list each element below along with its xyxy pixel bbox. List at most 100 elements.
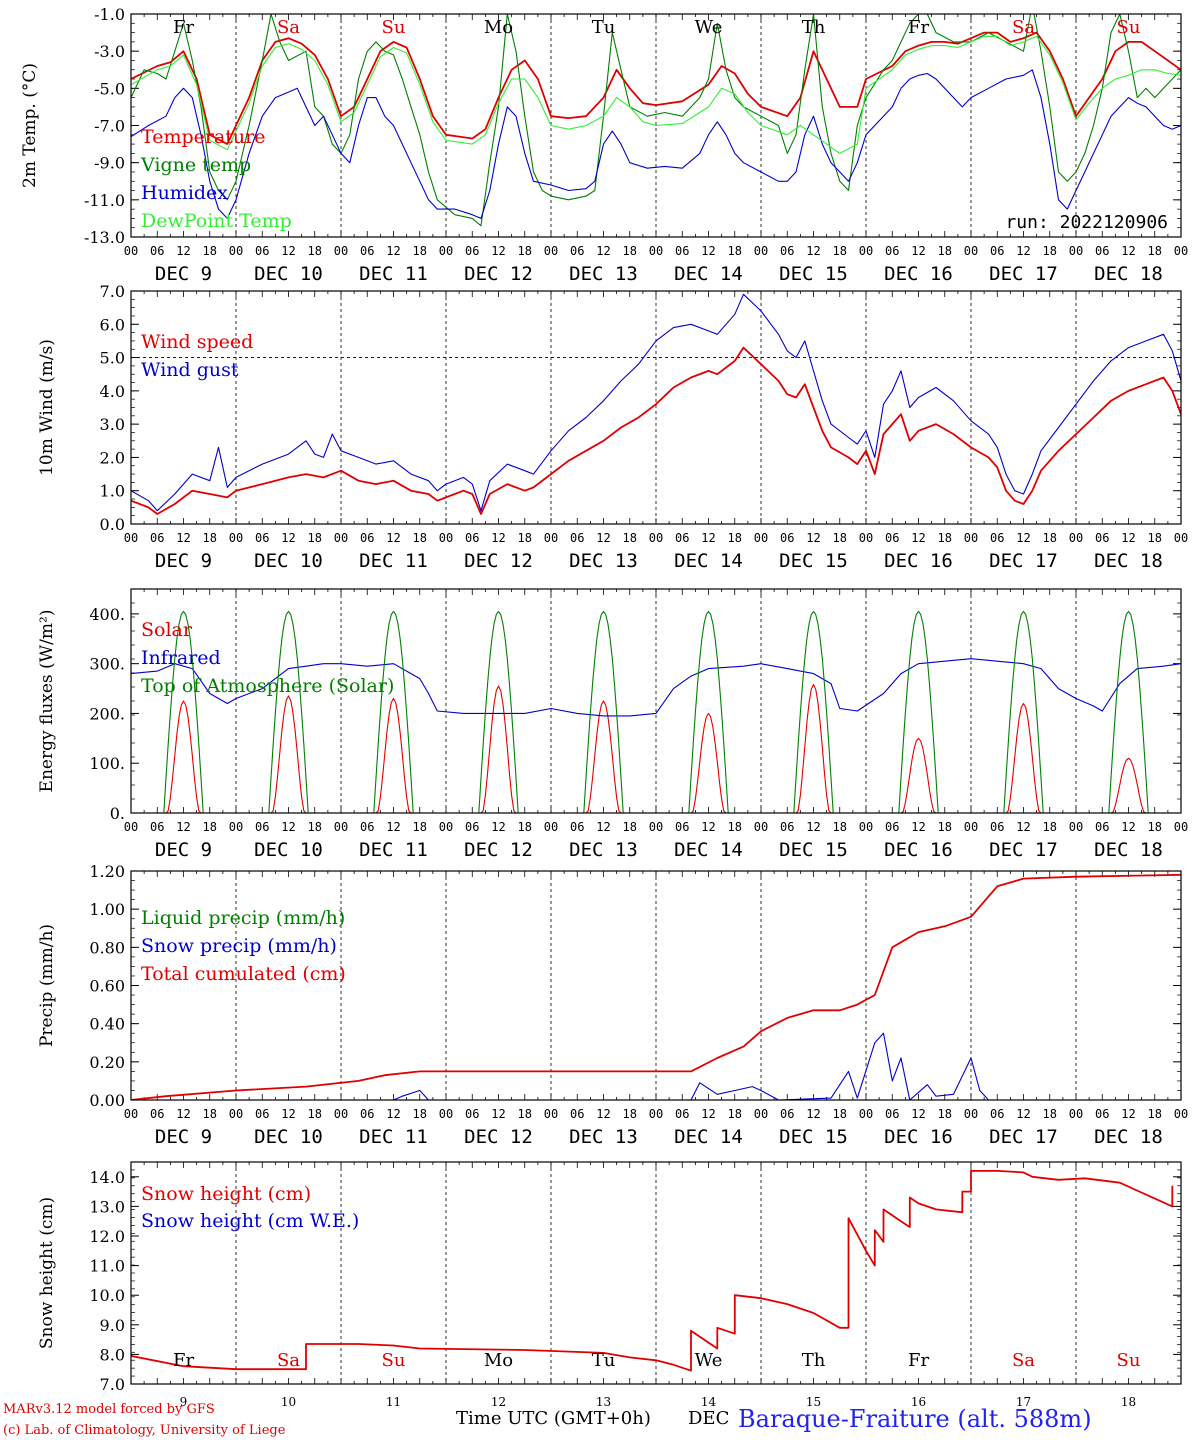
x-date-label: DEC 15 bbox=[779, 839, 848, 861]
x-hour-label: 00 bbox=[1069, 820, 1083, 834]
x-hour-label: 06 bbox=[780, 820, 794, 834]
x-hour-label: 00 bbox=[439, 531, 453, 545]
x-hour-label: 12 bbox=[386, 1107, 400, 1121]
y-axis-label: 10m Wind (m/s) bbox=[37, 339, 57, 476]
y-tick-label: 0.0 bbox=[100, 515, 125, 534]
x-hour-label: 12 bbox=[281, 820, 295, 834]
plot-frame bbox=[130, 588, 1182, 814]
legend-entry: Wind speed bbox=[141, 331, 253, 353]
x-date-label: DEC 14 bbox=[674, 263, 743, 285]
x-hour-label: 06 bbox=[990, 244, 1004, 258]
x-hour-label: 18 bbox=[203, 1107, 217, 1121]
x-hour-label: 00 bbox=[544, 531, 558, 545]
x-hour-label: 12 bbox=[911, 820, 925, 834]
x-date-label: DEC 14 bbox=[674, 550, 743, 572]
series-line-infrared bbox=[131, 658, 1181, 717]
x-hour-label: 00 bbox=[229, 1107, 243, 1121]
day-number-label: 12 bbox=[491, 1395, 506, 1409]
series-group bbox=[131, 293, 1181, 515]
x-hour-label: 12 bbox=[911, 244, 925, 258]
x-hour-label: 18 bbox=[728, 820, 742, 834]
weekday-label: Tu bbox=[592, 17, 616, 38]
x-hour-label: 06 bbox=[150, 531, 164, 545]
weekday-label: We bbox=[695, 17, 723, 38]
x-hour-label: 06 bbox=[465, 531, 479, 545]
x-hour-label: 00 bbox=[649, 531, 663, 545]
legend-entry: DewPoint Temp bbox=[141, 210, 292, 232]
y-tick-label: 2.0 bbox=[100, 448, 125, 467]
x-hour-label: 18 bbox=[623, 244, 637, 258]
y-tick-label: 400. bbox=[89, 605, 125, 624]
x-hour-label: 12 bbox=[1121, 244, 1135, 258]
y-tick-label: 5.0 bbox=[100, 349, 125, 368]
x-hour-label: 06 bbox=[1095, 820, 1109, 834]
x-hour-label: 12 bbox=[911, 531, 925, 545]
y-tick-label: 6.0 bbox=[100, 315, 125, 334]
x-date-label: DEC 10 bbox=[254, 550, 323, 572]
day-number-label: 14 bbox=[701, 1395, 717, 1409]
weekday-label: Fr bbox=[173, 1350, 194, 1371]
weekday-label: Mo bbox=[484, 1350, 513, 1371]
x-hour-label: 06 bbox=[255, 531, 269, 545]
x-date-label: DEC 13 bbox=[569, 839, 638, 861]
x-hour-label: 06 bbox=[1095, 531, 1109, 545]
x-hour-label: 12 bbox=[281, 1107, 295, 1121]
x-date-label: DEC 13 bbox=[569, 263, 638, 285]
day-number-label: 15 bbox=[806, 1395, 821, 1409]
x-date-label: DEC 16 bbox=[884, 1126, 953, 1148]
day-number-label: 10 bbox=[281, 1395, 296, 1409]
x-hour-label: 00 bbox=[229, 244, 243, 258]
weekday-label: Fr bbox=[908, 17, 929, 38]
x-hour-label: 00 bbox=[1069, 1107, 1083, 1121]
y-tick-label: -7.0 bbox=[94, 117, 125, 136]
x-date-label: DEC 14 bbox=[674, 1126, 743, 1148]
weekday-label: Sa bbox=[277, 1350, 300, 1371]
x-hour-label: 18 bbox=[728, 244, 742, 258]
x-date-label: DEC 11 bbox=[359, 1126, 428, 1148]
x-hour-label: 06 bbox=[150, 1107, 164, 1121]
x-hour-label: 00 bbox=[439, 244, 453, 258]
x-hour-label: 12 bbox=[386, 531, 400, 545]
x-date-label: DEC 12 bbox=[464, 550, 533, 572]
x-hour-label: 06 bbox=[360, 244, 374, 258]
y-tick-label: 0.20 bbox=[89, 1053, 125, 1072]
y-axis-label: Energy fluxes (W/m²) bbox=[37, 610, 57, 793]
x-hour-label: 12 bbox=[596, 244, 610, 258]
x-hour-label: 18 bbox=[308, 531, 322, 545]
y-tick-label: 3.0 bbox=[100, 415, 125, 434]
x-hour-label: 06 bbox=[780, 1107, 794, 1121]
y-tick-label: 0.60 bbox=[89, 977, 125, 996]
weekday-label: Th bbox=[802, 17, 826, 38]
x-hour-label: 12 bbox=[596, 531, 610, 545]
footer-lab: (c) Lab. of Climatology, University of L… bbox=[3, 1423, 286, 1438]
x-hour-label: 18 bbox=[1043, 531, 1057, 545]
x-hour-label: 18 bbox=[203, 244, 217, 258]
x-hour-label: 00 bbox=[754, 1107, 768, 1121]
x-hour-label: 00 bbox=[1069, 531, 1083, 545]
x-hour-label: 00 bbox=[1174, 531, 1188, 545]
day-number-label: 18 bbox=[1121, 1395, 1136, 1409]
x-hour-label: 12 bbox=[491, 820, 505, 834]
footer-model: MARv3.12 model forced by GFS bbox=[3, 1402, 215, 1417]
x-date-label: DEC 18 bbox=[1094, 550, 1163, 572]
weekday-label: Tu bbox=[592, 1350, 616, 1371]
plot-frame bbox=[130, 870, 1182, 1101]
series-group bbox=[131, 14, 1181, 227]
x-date-label: DEC 12 bbox=[464, 263, 533, 285]
x-hour-label: 18 bbox=[728, 1107, 742, 1121]
y-tick-label: 7.0 bbox=[100, 282, 125, 301]
series-line-total-cumulated-cm- bbox=[131, 873, 1181, 1100]
x-hour-label: 06 bbox=[885, 1107, 899, 1121]
x-hour-label: 06 bbox=[570, 1107, 584, 1121]
x-hour-label: 18 bbox=[623, 820, 637, 834]
x-hour-label: 12 bbox=[176, 820, 190, 834]
x-hour-label: 18 bbox=[308, 244, 322, 258]
x-hour-label: 00 bbox=[754, 244, 768, 258]
x-hour-label: 00 bbox=[439, 820, 453, 834]
x-hour-label: 18 bbox=[938, 1107, 952, 1121]
y-axis-label: Snow height (cm) bbox=[37, 1197, 57, 1349]
x-hour-label: 06 bbox=[675, 531, 689, 545]
x-hour-label: 12 bbox=[701, 1107, 715, 1121]
legend-entry: Solar bbox=[141, 619, 193, 641]
